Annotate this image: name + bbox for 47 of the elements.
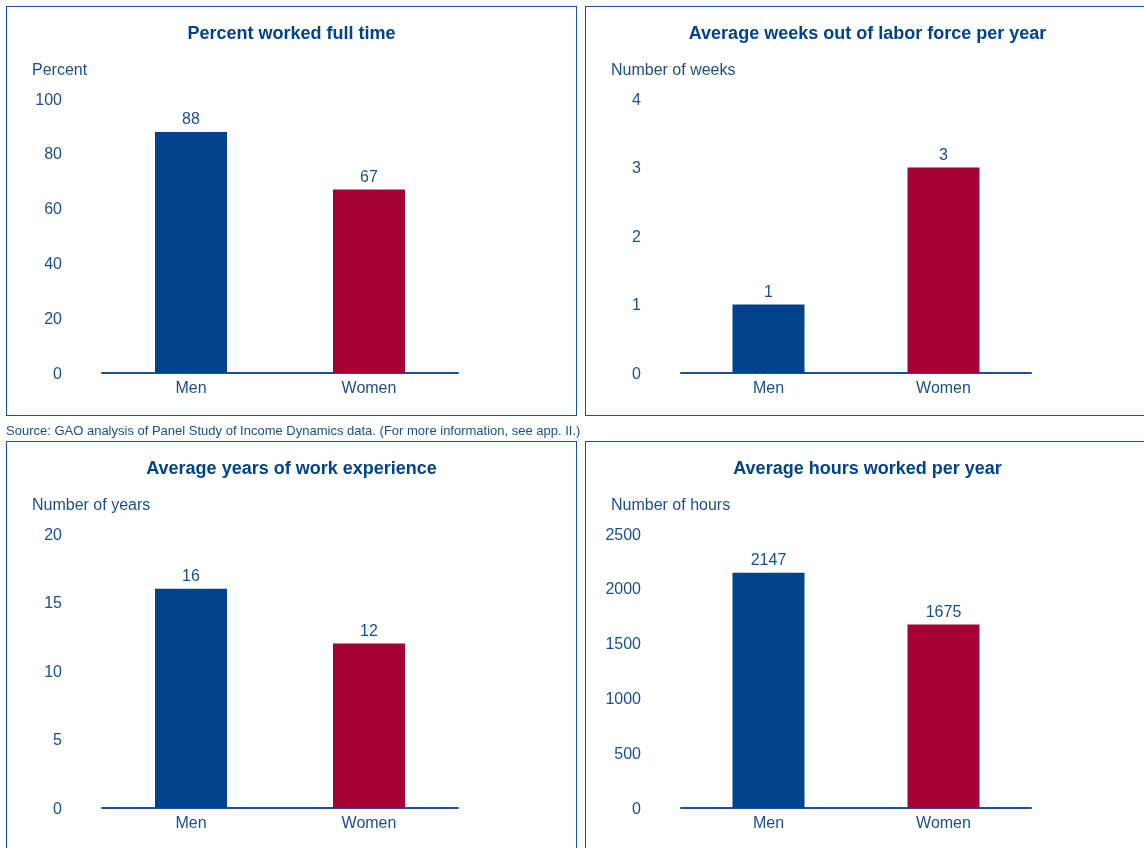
y-tick-label: 0 [53,799,63,817]
data-label: 12 [360,622,378,640]
y-tick-label: 1500 [605,635,642,653]
chart-title: Average hours worked per year [733,458,1002,478]
y-axis-title: Number of years [32,495,151,513]
y-tick-label: 80 [44,145,63,163]
y-tick-label: 0 [632,364,642,382]
y-tick-label: 2 [632,227,642,245]
y-tick-label: 2000 [605,580,642,598]
chart-title: Average years of work experience [146,458,437,478]
x-tick-label: Women [916,378,971,396]
data-label: 3 [939,146,949,163]
y-tick-label: 2500 [605,525,642,543]
source-note: Source: GAO analysis of Panel Study of Income Dynamics data. (For more information, see app. II.) [6,423,581,438]
y-axis-title: Number of weeks [611,60,736,78]
y-tick-label: 500 [614,744,642,762]
y-axis-title: Percent [32,60,88,78]
data-label: 1675 [925,602,962,620]
y-tick-label: 100 [35,90,63,108]
x-tick-label: Men [175,813,207,831]
data-label: 88 [182,110,200,128]
y-tick-label: 15 [44,594,63,611]
x-tick-label: Men [752,813,785,831]
y-tick-label: 0 [53,364,63,382]
x-tick-label: Women [341,813,397,831]
y-tick-label: 20 [44,309,63,327]
y-tick-label: 20 [44,525,63,543]
y-tick-label: 1 [632,296,642,313]
data-label: 2147 [750,551,787,569]
x-tick-label: Men [175,378,207,396]
chart-title: Average weeks out of labor force per year [688,23,1047,43]
data-label: 1 [764,283,774,300]
y-axis-title: Number of hours [611,495,731,513]
x-tick-label: Women [341,378,397,396]
x-tick-label: Women [916,813,971,831]
y-tick-label: 0 [632,799,642,817]
y-tick-label: 40 [44,254,63,272]
x-tick-label: Men [752,378,785,396]
data-label: 16 [182,567,200,585]
chart-title: Percent worked full time [187,23,396,43]
y-tick-label: 4 [632,90,642,108]
data-label: 67 [360,167,378,185]
y-tick-label: 5 [53,731,63,748]
y-tick-label: 60 [44,200,63,218]
y-tick-label: 1000 [605,689,642,707]
y-tick-label: 10 [44,662,63,680]
y-tick-label: 3 [632,159,642,176]
